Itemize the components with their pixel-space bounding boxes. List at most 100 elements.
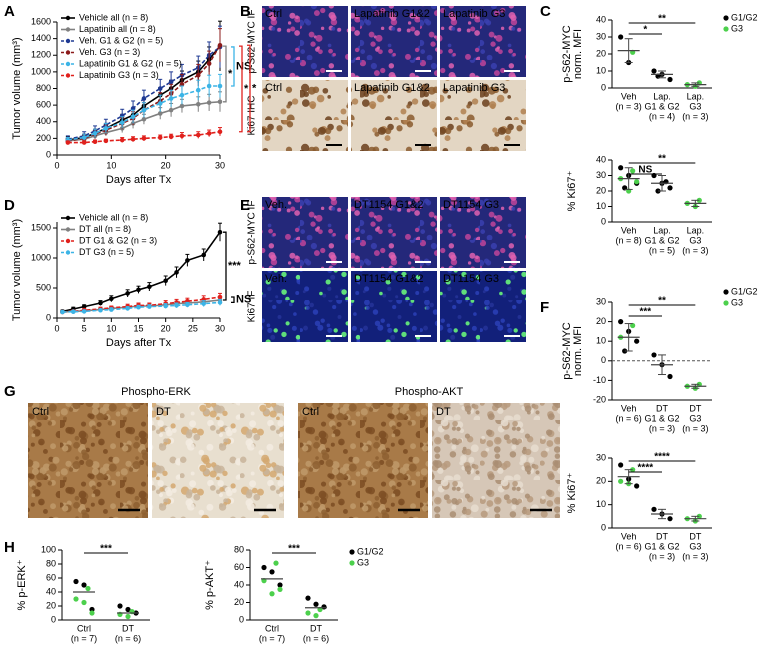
data-point bbox=[634, 338, 640, 344]
legend-label: DT G3 (n = 5) bbox=[79, 247, 134, 257]
data-point bbox=[81, 140, 87, 145]
x-tick-label: Lap. bbox=[687, 91, 705, 101]
data-point bbox=[119, 137, 125, 143]
data-point bbox=[206, 100, 212, 105]
micrograph bbox=[262, 197, 348, 268]
image-group-title: Phospho-ERK bbox=[121, 386, 191, 398]
data-point bbox=[261, 564, 267, 571]
data-point bbox=[125, 606, 131, 613]
x-tick-label: G1 & G2 bbox=[644, 235, 679, 245]
y-tick-label: 10 bbox=[596, 336, 606, 346]
panel-letter: A bbox=[4, 3, 15, 20]
data-point bbox=[73, 596, 79, 602]
data-point bbox=[130, 106, 136, 111]
micrograph bbox=[351, 80, 437, 151]
data-point bbox=[163, 278, 168, 284]
y-tick-label: 10 bbox=[596, 65, 606, 75]
x-tick-label: 10 bbox=[106, 323, 116, 333]
y-tick-label: 20 bbox=[596, 185, 606, 195]
y-tick-label: 1400 bbox=[31, 33, 51, 43]
x-tick-label: 15 bbox=[133, 323, 143, 333]
legend-marker bbox=[65, 238, 71, 244]
image-label: DT1154 G1&2 bbox=[354, 199, 424, 211]
panel-letter: H bbox=[4, 539, 15, 556]
x-tick-label: (n = 3) bbox=[682, 423, 708, 433]
x-tick-label: (n = 3) bbox=[682, 551, 708, 561]
micrograph bbox=[262, 271, 348, 342]
data-point bbox=[157, 86, 163, 91]
data-point bbox=[195, 132, 201, 138]
data-point bbox=[141, 136, 147, 141]
data-point bbox=[60, 309, 65, 315]
data-point bbox=[195, 87, 201, 93]
x-tick-label: (n = 7) bbox=[259, 633, 285, 643]
data-point bbox=[618, 34, 624, 40]
legend-marker bbox=[65, 27, 71, 32]
micrograph bbox=[440, 197, 526, 268]
data-point bbox=[81, 582, 87, 588]
data-point bbox=[168, 107, 174, 113]
data-point bbox=[174, 270, 179, 275]
y-axis-label: Tumor volume (mm³) bbox=[11, 37, 23, 139]
legend-label: Veh. G1 & G2 (n = 5) bbox=[79, 35, 163, 45]
legend-label: G1/G2 bbox=[731, 12, 758, 22]
y-tick-label: 80 bbox=[46, 558, 56, 568]
y-tick-label: 0 bbox=[601, 355, 606, 365]
micrograph bbox=[440, 6, 526, 77]
data-point bbox=[618, 462, 624, 468]
legend-marker bbox=[65, 227, 71, 232]
y-tick-label: 40 bbox=[234, 579, 244, 589]
data-point bbox=[206, 61, 212, 66]
data-point bbox=[313, 613, 319, 619]
x-tick-label: (n = 7) bbox=[71, 633, 97, 643]
image-label: Ctrl bbox=[302, 406, 319, 418]
image-label: DT1154 G3 bbox=[443, 199, 499, 211]
data-point bbox=[630, 168, 636, 174]
x-tick-label: G1 & G2 bbox=[644, 101, 679, 111]
x-tick-label: 30 bbox=[215, 160, 225, 170]
x-tick-label: (n = 3) bbox=[682, 245, 708, 255]
panel-letter: E bbox=[240, 197, 250, 214]
data-point bbox=[168, 96, 174, 101]
image-label: Lapatinib G1&2 bbox=[354, 8, 430, 20]
x-axis-label: Days after Tx bbox=[106, 174, 172, 186]
x-tick-label: DT bbox=[656, 403, 668, 413]
legend-marker bbox=[65, 38, 71, 44]
legend-label: DT G1 & G2 (n = 3) bbox=[79, 235, 157, 245]
significance-label: * bbox=[228, 68, 233, 80]
legend-marker bbox=[65, 250, 71, 255]
x-axis-label: Days after Tx bbox=[106, 337, 172, 349]
y-tick-label: 600 bbox=[36, 100, 51, 110]
x-tick-label: Ctrl bbox=[265, 623, 279, 633]
micrograph bbox=[351, 6, 437, 77]
micrograph bbox=[351, 271, 437, 342]
micrograph bbox=[440, 80, 526, 151]
y-tick-label: 0 bbox=[601, 216, 606, 226]
micrograph bbox=[152, 403, 284, 518]
legend-label: G1/G2 bbox=[357, 546, 384, 556]
legend-label: G3 bbox=[357, 557, 369, 567]
image-label: Lapatinib G1&2 bbox=[354, 82, 430, 94]
micrograph bbox=[262, 6, 348, 77]
data-point bbox=[696, 197, 702, 203]
data-point bbox=[206, 83, 212, 89]
image-label: Lapatinib G3 bbox=[443, 8, 505, 20]
image-label: Veh. bbox=[265, 273, 287, 285]
legend-label: G3 bbox=[731, 297, 743, 307]
data-point bbox=[157, 101, 163, 106]
y-axis-label: Tumor volume (mm³) bbox=[11, 219, 23, 321]
y-tick-label: -10 bbox=[593, 375, 606, 385]
micrograph bbox=[298, 403, 428, 518]
x-tick-label: (n = 8) bbox=[616, 235, 642, 245]
x-tick-label: (n = 6) bbox=[616, 541, 642, 551]
data-point bbox=[269, 591, 275, 597]
x-tick-label: Ctrl bbox=[77, 623, 91, 633]
data-point bbox=[667, 516, 673, 522]
y-tick-label: 500 bbox=[36, 282, 51, 292]
significance-bracket bbox=[247, 44, 251, 133]
x-tick-label: 0 bbox=[54, 323, 59, 333]
data-point bbox=[136, 304, 141, 310]
y-axis-label: norm. MFI bbox=[572, 326, 584, 376]
x-tick-label: 0 bbox=[54, 160, 59, 170]
legend-marker bbox=[65, 73, 71, 78]
